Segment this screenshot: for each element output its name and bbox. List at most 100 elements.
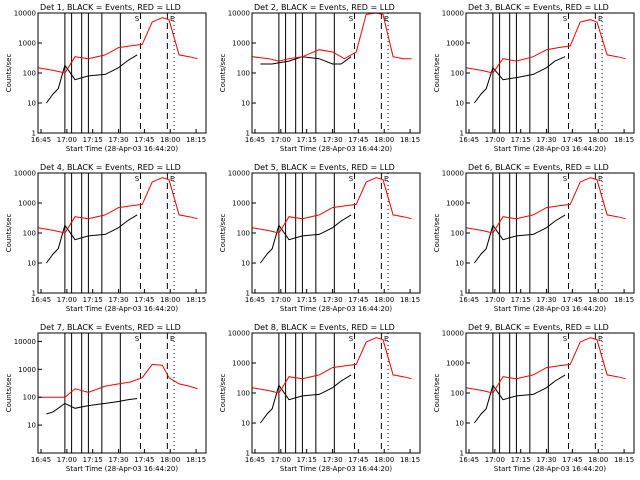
x-tick-label: 17:30	[108, 296, 128, 304]
x-tick-label: 18:15	[186, 296, 206, 304]
event-marker-label: S	[349, 15, 354, 23]
x-tick-label: 18:15	[186, 136, 206, 144]
x-tick-label: 18:00	[160, 296, 180, 304]
event-marker-label: S	[563, 335, 568, 343]
event-marker-label: E	[598, 335, 602, 343]
x-tick-label: 17:45	[562, 296, 582, 304]
x-tick-label: 17:15	[297, 136, 317, 144]
x-tick-label: 18:15	[400, 136, 420, 144]
x-tick-label: 16:45	[245, 296, 265, 304]
y-axis-label: Counts/sec	[433, 374, 441, 413]
series-line-lld	[465, 337, 626, 394]
y-tick-label: 10000	[228, 170, 250, 178]
x-tick-label: 17:45	[134, 136, 154, 144]
x-tick-label: 17:00	[485, 296, 505, 304]
x-tick-label: 17:45	[562, 136, 582, 144]
x-tick-label: 18:00	[374, 456, 394, 464]
y-tick-label: 100	[237, 70, 250, 78]
x-tick-label: 17:45	[348, 456, 368, 464]
series-line-events	[473, 374, 566, 424]
y-tick-label: 10	[241, 260, 250, 268]
y-tick-label: 1000	[18, 40, 36, 48]
y-tick-label: 100	[451, 70, 464, 78]
y-axis-label: Counts/sec	[433, 214, 441, 253]
panel-title: Det 6, BLACK = Events, RED = LLD	[468, 163, 609, 172]
panel-title: Det 3, BLACK = Events, RED = LLD	[468, 3, 609, 12]
event-marker-label: E	[384, 175, 388, 183]
x-tick-label: 17:00	[57, 296, 77, 304]
y-tick-label: 10000	[442, 330, 464, 338]
x-axis-label: Start Time (28-Apr-03 16:44:20)	[494, 305, 606, 313]
x-tick-label: 18:15	[614, 136, 634, 144]
x-axis-label: Start Time (28-Apr-03 16:44:20)	[494, 145, 606, 153]
x-tick-label: 16:45	[245, 456, 265, 464]
series-line-lld	[465, 177, 626, 234]
x-tick-label: 17:00	[485, 456, 505, 464]
panel-title: Det 1, BLACK = Events, RED = LLD	[40, 3, 181, 12]
y-tick-label: 10	[455, 420, 464, 428]
y-tick-label: 1	[246, 290, 250, 298]
y-tick-label: 1	[246, 130, 250, 138]
y-tick-label: 10000	[228, 330, 250, 338]
y-tick-label: 10	[27, 100, 36, 108]
panel-title: Det 2, BLACK = Events, RED = LLD	[254, 3, 395, 12]
x-tick-label: 17:45	[348, 296, 368, 304]
x-tick-label: 17:15	[297, 456, 317, 464]
x-tick-label: 16:45	[31, 296, 51, 304]
y-axis-label: Counts/sec	[433, 54, 441, 93]
y-tick-label: 1	[32, 290, 36, 298]
event-marker-label: S	[349, 175, 354, 183]
x-tick-label: 16:45	[459, 456, 479, 464]
y-tick-label: 1000	[18, 200, 36, 208]
y-tick-label: 10	[27, 260, 36, 268]
event-marker-label: S	[135, 335, 140, 343]
x-tick-label: 17:15	[83, 456, 103, 464]
x-tick-label: 18:15	[614, 296, 634, 304]
y-axis-label: Counts/sec	[5, 214, 13, 253]
y-tick-label: 10000	[14, 10, 36, 18]
y-tick-label: 10000	[442, 10, 464, 18]
event-marker-label: E	[170, 175, 174, 183]
y-tick-label: 1000	[232, 200, 250, 208]
event-marker-label: S	[349, 335, 354, 343]
x-tick-label: 17:15	[83, 136, 103, 144]
y-tick-label: 100	[23, 394, 36, 402]
x-axis-label: Start Time (28-Apr-03 16:44:20)	[494, 465, 606, 473]
panel-title: Det 9, BLACK = Events, RED = LLD	[468, 323, 609, 332]
event-marker-label: S	[135, 175, 140, 183]
x-tick-label: 17:00	[271, 296, 291, 304]
event-marker-label: S	[563, 175, 568, 183]
x-tick-label: 17:30	[322, 456, 342, 464]
y-tick-label: 10000	[14, 170, 36, 178]
x-tick-label: 18:00	[588, 136, 608, 144]
panel-title: Det 8, BLACK = Events, RED = LLD	[254, 323, 395, 332]
x-tick-label: 18:15	[400, 456, 420, 464]
y-tick-label: 1000	[446, 360, 464, 368]
x-tick-label: 18:00	[160, 136, 180, 144]
y-tick-label: 100	[451, 230, 464, 238]
x-tick-label: 17:30	[536, 296, 556, 304]
x-tick-label: 18:00	[160, 456, 180, 464]
x-tick-label: 17:00	[271, 456, 291, 464]
y-tick-label: 1	[246, 450, 250, 458]
y-axis-label: Counts/sec	[219, 54, 227, 93]
y-tick-label: 10	[241, 420, 250, 428]
x-axis-label: Start Time (28-Apr-03 16:44:20)	[280, 305, 392, 313]
series-line-lld	[251, 337, 412, 394]
x-tick-label: 17:30	[108, 136, 128, 144]
y-tick-label: 1	[460, 450, 464, 458]
x-tick-label: 18:00	[374, 136, 394, 144]
x-tick-label: 18:15	[400, 296, 420, 304]
y-tick-label: 10000	[228, 10, 250, 18]
event-marker-label: S	[135, 15, 140, 23]
series-line-events	[473, 56, 566, 104]
plot-frame	[251, 12, 421, 134]
y-tick-label: 1000	[446, 40, 464, 48]
x-tick-label: 16:45	[459, 296, 479, 304]
